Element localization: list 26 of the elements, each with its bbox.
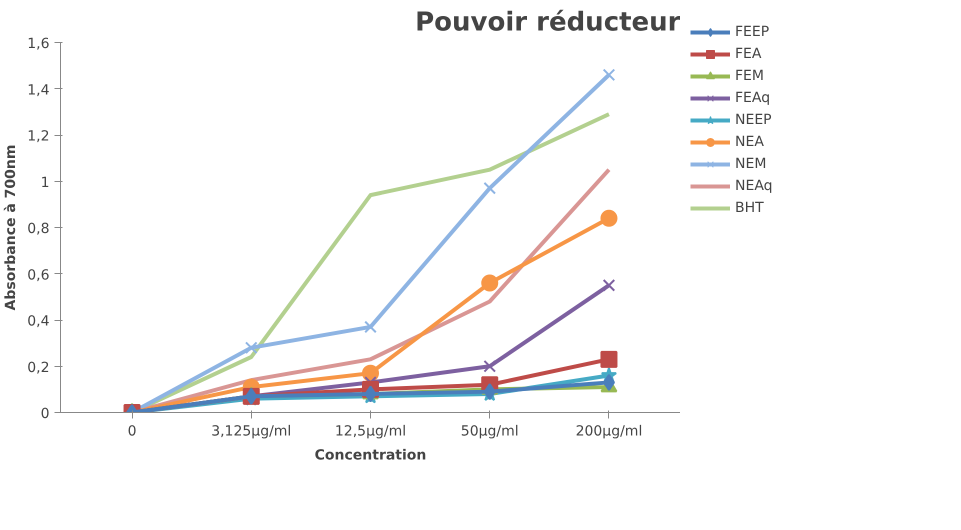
y-tick-label: 0,8 xyxy=(27,221,50,237)
y-tick-label: 1,6 xyxy=(27,36,50,52)
legend-label: BHT xyxy=(735,200,764,216)
legend-label: FEM xyxy=(735,68,764,84)
y-tick-label: 0,6 xyxy=(27,267,50,284)
y-tick-label: 0 xyxy=(40,406,50,422)
legend-label: FEAq xyxy=(735,90,770,106)
legend-label: FEA xyxy=(735,46,762,62)
y-tick-label: 1,2 xyxy=(27,128,50,144)
legend-label: FEEP xyxy=(735,24,770,40)
x-tick-label: 3,125µg/ml xyxy=(211,424,292,440)
chart-title: Pouvoir réducteur xyxy=(415,8,681,38)
x-tick-label: 12,5µg/ml xyxy=(334,424,406,440)
y-axis-title: Absorbance à 700nm xyxy=(3,144,20,310)
y-tick-label: 1,4 xyxy=(27,82,50,98)
legend-label: NEAq xyxy=(735,178,773,194)
legend-label: NEM xyxy=(735,156,766,172)
legend-label: NEA xyxy=(735,134,764,150)
x-axis-title: Concentration xyxy=(314,448,426,464)
x-tick-label: 200µg/ml xyxy=(576,424,642,440)
x-tick-label: 0 xyxy=(128,424,137,440)
x-tick-label: 50µg/ml xyxy=(460,424,519,440)
y-tick-label: 0,2 xyxy=(27,360,50,376)
legend-label: NEEP xyxy=(735,112,772,128)
y-tick-label: 1 xyxy=(40,174,50,191)
y-tick-label: 0,4 xyxy=(27,314,50,330)
